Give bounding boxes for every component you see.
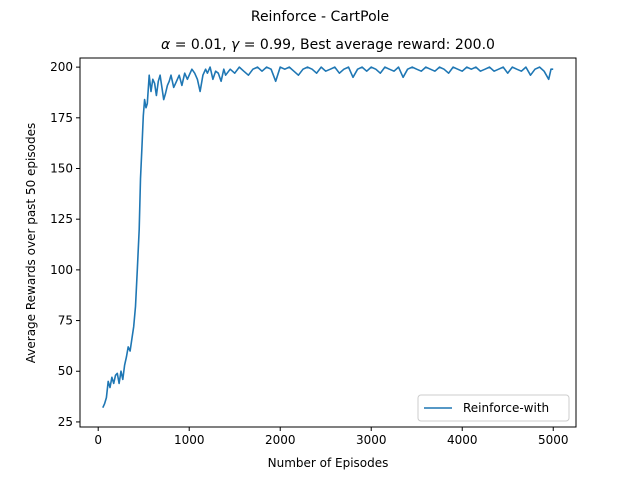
x-tick-label: 0 bbox=[94, 433, 102, 447]
y-tick-label: 25 bbox=[58, 415, 73, 429]
y-tick-label: 125 bbox=[50, 212, 73, 226]
x-tick-label: 2000 bbox=[265, 433, 296, 447]
legend-box bbox=[417, 394, 570, 422]
subtitle-gamma-value: = 0.99, Best average reward: 200.0 bbox=[239, 37, 495, 53]
subtitle-alpha-value: = 0.01, bbox=[170, 37, 231, 53]
x-tick-label: 3000 bbox=[356, 433, 387, 447]
chart-subtitle: α = 0.01, γ = 0.99, Best average reward:… bbox=[161, 37, 495, 53]
legend: Reinforce-with bbox=[417, 394, 570, 422]
y-tick-label: 150 bbox=[50, 161, 73, 175]
y-axis-label: Average Rewards over past 50 episodes bbox=[24, 123, 38, 363]
x-tick-label: 4000 bbox=[447, 433, 478, 447]
series-line-reinforce-with bbox=[102, 66, 554, 409]
subtitle-alpha-symbol: α bbox=[161, 37, 171, 53]
x-axis-ticks: 0 1000 2000 3000 4000 5000 bbox=[94, 427, 569, 447]
x-axis-label: Number of Episodes bbox=[268, 456, 389, 470]
legend-label-reinforce-with: Reinforce-with bbox=[463, 401, 549, 415]
y-axis-ticks: 25 50 75 100 125 150 175 200 bbox=[50, 60, 80, 429]
y-tick-label: 200 bbox=[50, 60, 73, 74]
x-tick-label: 5000 bbox=[538, 433, 569, 447]
y-tick-label: 75 bbox=[58, 314, 73, 328]
y-tick-label: 50 bbox=[58, 364, 73, 378]
y-tick-label: 175 bbox=[50, 111, 73, 125]
y-tick-label: 100 bbox=[50, 263, 73, 277]
subtitle-gamma-symbol: γ bbox=[231, 37, 240, 53]
axes-frame bbox=[79, 57, 577, 428]
chart-title: Reinforce - CartPole bbox=[251, 9, 389, 25]
plot-area bbox=[102, 66, 554, 409]
x-tick-label: 1000 bbox=[174, 433, 205, 447]
